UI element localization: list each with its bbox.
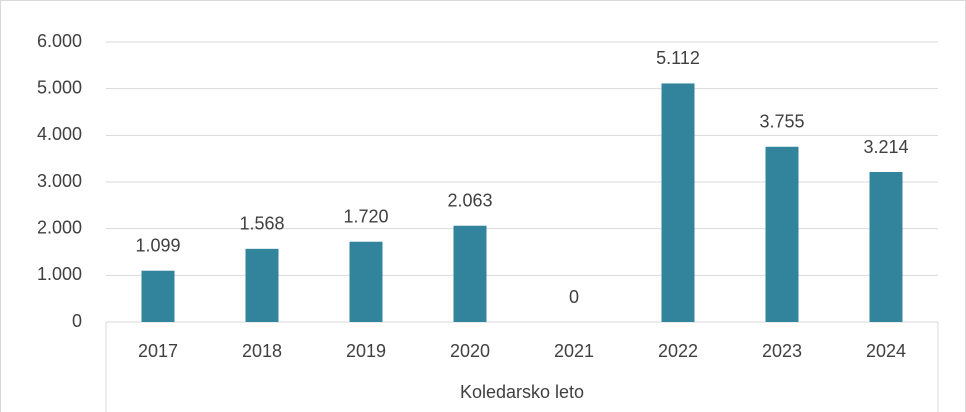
y-tick-label: 4.000 (37, 124, 82, 144)
data-label: 1.099 (135, 235, 180, 255)
x-tick-label: 2021 (554, 341, 594, 361)
x-tick-label: 2023 (762, 341, 802, 361)
data-label: 2.063 (447, 190, 492, 210)
y-tick-label: 5.000 (37, 77, 82, 97)
y-tick-label: 0 (72, 311, 82, 331)
x-tick-label: 2017 (138, 341, 178, 361)
bar (869, 172, 903, 322)
bar (141, 270, 175, 322)
data-label: 1.720 (343, 206, 388, 226)
data-label: 0 (569, 287, 579, 307)
y-tick-label: 2.000 (37, 217, 82, 237)
x-tick-label: 2018 (242, 341, 282, 361)
x-tick-label: 2022 (658, 341, 698, 361)
bar (349, 241, 383, 322)
bar (453, 225, 487, 322)
bar (245, 248, 279, 322)
data-label: 5.112 (656, 48, 700, 68)
y-tick-label: 3.000 (37, 171, 82, 191)
bar (661, 83, 695, 322)
x-tick-label: 2020 (450, 341, 490, 361)
y-tick-label: 1.000 (37, 264, 82, 284)
data-label: 3.755 (759, 112, 804, 132)
data-label: 3.214 (863, 137, 908, 157)
y-tick-label: 6.000 (37, 31, 82, 51)
data-label: 1.568 (239, 214, 284, 234)
x-axis-title: Koledarsko leto (460, 382, 584, 402)
x-tick-label: 2019 (346, 341, 386, 361)
x-tick-label: 2024 (866, 341, 906, 361)
bar (765, 146, 799, 322)
